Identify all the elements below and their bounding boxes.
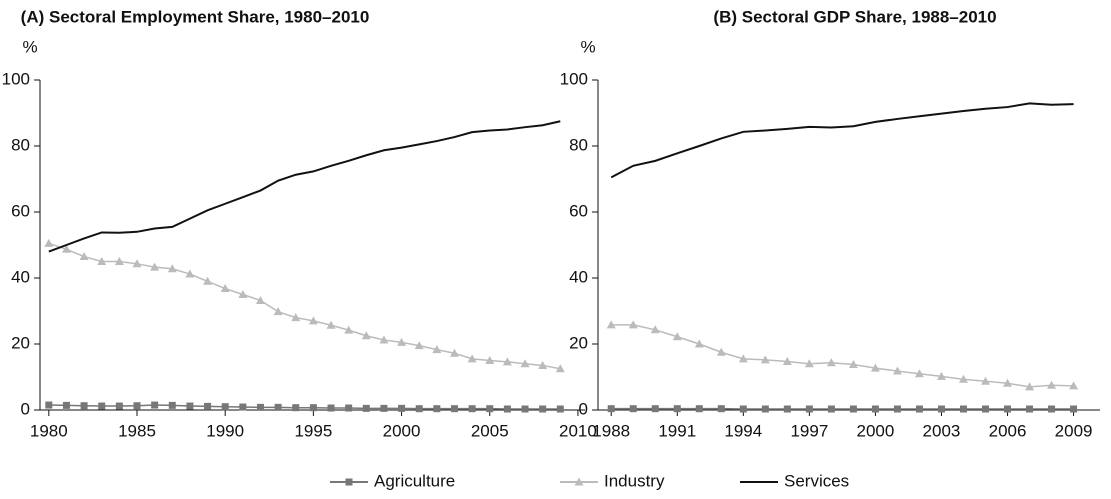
marker bbox=[292, 404, 299, 411]
marker bbox=[310, 404, 317, 411]
marker bbox=[539, 406, 546, 413]
marker bbox=[45, 402, 52, 409]
marker bbox=[169, 402, 176, 409]
x-tick-label: 1997 bbox=[790, 421, 828, 440]
x-tick-label: 1991 bbox=[658, 421, 696, 440]
y-tick-label: 0 bbox=[579, 399, 588, 418]
series-line bbox=[49, 243, 560, 368]
marker bbox=[504, 406, 511, 413]
marker bbox=[1048, 406, 1055, 413]
y-tick-label: 60 bbox=[569, 201, 588, 220]
legend-label: Services bbox=[784, 471, 849, 490]
marker bbox=[696, 405, 703, 412]
marker bbox=[257, 404, 264, 411]
marker bbox=[894, 406, 901, 413]
marker bbox=[938, 406, 945, 413]
y-tick-label: 40 bbox=[11, 267, 30, 286]
marker bbox=[398, 405, 405, 412]
marker bbox=[916, 406, 923, 413]
marker bbox=[1070, 406, 1077, 413]
marker bbox=[784, 406, 791, 413]
marker bbox=[960, 406, 967, 413]
marker bbox=[81, 402, 88, 409]
y-tick-label: 40 bbox=[569, 267, 588, 286]
marker bbox=[204, 403, 211, 410]
marker bbox=[345, 405, 352, 412]
x-tick-label: 2006 bbox=[989, 421, 1027, 440]
marker bbox=[557, 406, 564, 413]
marker bbox=[1026, 406, 1033, 413]
marker bbox=[608, 405, 615, 412]
x-tick-label: 1994 bbox=[724, 421, 762, 440]
y-tick-label: 20 bbox=[569, 333, 588, 352]
marker bbox=[98, 403, 105, 410]
marker bbox=[433, 405, 440, 412]
marker bbox=[275, 404, 282, 411]
marker bbox=[762, 406, 769, 413]
marker bbox=[63, 402, 70, 409]
x-tick-label: 2010 bbox=[559, 421, 597, 440]
marker bbox=[274, 307, 283, 315]
y-tick-label: 60 bbox=[11, 201, 30, 220]
y-tick-label: 20 bbox=[11, 333, 30, 352]
y-tick-label: 80 bbox=[569, 135, 588, 154]
y-axis-label: % bbox=[580, 37, 595, 56]
x-tick-label: 1985 bbox=[118, 421, 156, 440]
legend-label: Industry bbox=[604, 471, 665, 490]
marker bbox=[486, 405, 493, 412]
marker bbox=[363, 405, 370, 412]
marker bbox=[186, 403, 193, 410]
y-tick-label: 80 bbox=[11, 135, 30, 154]
marker bbox=[222, 403, 229, 410]
marker bbox=[416, 405, 423, 412]
x-tick-label: 2009 bbox=[1055, 421, 1093, 440]
marker bbox=[872, 406, 879, 413]
marker bbox=[850, 406, 857, 413]
marker bbox=[116, 403, 123, 410]
x-tick-label: 1990 bbox=[206, 421, 244, 440]
y-tick-label: 0 bbox=[21, 399, 30, 418]
marker bbox=[451, 405, 458, 412]
x-tick-label: 1980 bbox=[30, 421, 68, 440]
marker bbox=[44, 239, 53, 247]
marker bbox=[522, 406, 529, 413]
x-tick-label: 2005 bbox=[471, 421, 509, 440]
legend-marker bbox=[346, 479, 353, 486]
y-axis-label: % bbox=[22, 37, 37, 56]
marker bbox=[828, 406, 835, 413]
marker bbox=[740, 406, 747, 413]
chart-title: (A) Sectoral Employment Share, 1980–2010 bbox=[21, 7, 370, 26]
marker bbox=[469, 405, 476, 412]
marker bbox=[630, 405, 637, 412]
series-line bbox=[611, 325, 1073, 387]
marker bbox=[674, 405, 681, 412]
marker bbox=[806, 406, 813, 413]
legend-label: Agriculture bbox=[374, 471, 455, 490]
marker bbox=[1004, 406, 1011, 413]
x-tick-label: 2000 bbox=[857, 421, 895, 440]
x-tick-label: 1988 bbox=[592, 421, 630, 440]
x-tick-label: 2000 bbox=[383, 421, 421, 440]
chart-title: (B) Sectoral GDP Share, 1988–2010 bbox=[713, 7, 996, 26]
marker bbox=[718, 405, 725, 412]
y-tick-label: 100 bbox=[2, 69, 30, 88]
y-tick-label: 100 bbox=[560, 69, 588, 88]
marker bbox=[328, 405, 335, 412]
series-line bbox=[49, 405, 560, 409]
series-line bbox=[611, 103, 1073, 177]
marker bbox=[380, 405, 387, 412]
series-line bbox=[49, 121, 560, 251]
marker bbox=[982, 406, 989, 413]
x-tick-label: 2003 bbox=[923, 421, 961, 440]
marker bbox=[134, 402, 141, 409]
marker bbox=[239, 404, 246, 411]
marker bbox=[151, 402, 158, 409]
marker bbox=[652, 405, 659, 412]
x-tick-label: 1995 bbox=[294, 421, 332, 440]
